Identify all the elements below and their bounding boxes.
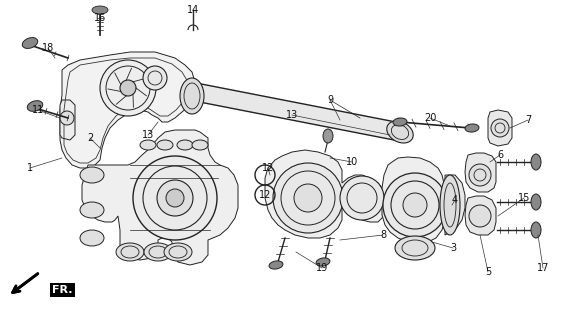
Ellipse shape [180, 78, 204, 114]
Text: 18: 18 [42, 43, 54, 53]
Polygon shape [465, 153, 496, 192]
Ellipse shape [387, 121, 413, 143]
Text: 13: 13 [142, 130, 154, 140]
Ellipse shape [192, 140, 208, 150]
Polygon shape [265, 150, 385, 238]
Text: 2: 2 [87, 133, 93, 143]
Text: 5: 5 [485, 267, 491, 277]
Circle shape [120, 80, 136, 96]
Polygon shape [60, 52, 195, 168]
Circle shape [100, 60, 156, 116]
Ellipse shape [27, 101, 43, 111]
Ellipse shape [164, 243, 192, 261]
Circle shape [340, 176, 384, 220]
Polygon shape [60, 100, 75, 140]
Text: 13: 13 [286, 110, 298, 120]
Ellipse shape [440, 175, 460, 235]
Text: 12: 12 [262, 163, 274, 173]
Text: 16: 16 [94, 13, 106, 23]
Text: 11: 11 [32, 105, 44, 115]
Ellipse shape [531, 154, 541, 170]
Circle shape [273, 163, 343, 233]
Text: 7: 7 [525, 115, 531, 125]
Ellipse shape [140, 140, 156, 150]
Polygon shape [445, 175, 465, 235]
Text: 20: 20 [424, 113, 436, 123]
Ellipse shape [157, 140, 173, 150]
Ellipse shape [80, 230, 104, 246]
Circle shape [469, 205, 491, 227]
Ellipse shape [323, 129, 333, 143]
Text: 3: 3 [450, 243, 456, 253]
Ellipse shape [116, 243, 144, 261]
Text: 10: 10 [346, 157, 358, 167]
FancyArrowPatch shape [13, 274, 38, 292]
Ellipse shape [531, 194, 541, 210]
Polygon shape [465, 196, 496, 235]
Polygon shape [488, 110, 512, 146]
Text: FR.: FR. [52, 285, 72, 295]
Ellipse shape [22, 37, 38, 48]
Polygon shape [183, 81, 402, 141]
Text: 15: 15 [518, 193, 530, 203]
Text: 19: 19 [316, 263, 328, 273]
Circle shape [294, 184, 322, 212]
Text: 12: 12 [259, 190, 271, 200]
Text: 14: 14 [187, 5, 199, 15]
Text: 4: 4 [452, 195, 458, 205]
Text: 17: 17 [537, 263, 549, 273]
Ellipse shape [531, 222, 541, 238]
Ellipse shape [393, 118, 407, 126]
Ellipse shape [316, 258, 330, 266]
Ellipse shape [395, 236, 435, 260]
Polygon shape [382, 157, 445, 243]
Ellipse shape [177, 140, 193, 150]
Text: 9: 9 [327, 95, 333, 105]
Ellipse shape [80, 167, 104, 183]
Circle shape [166, 189, 184, 207]
Text: 1: 1 [27, 163, 33, 173]
Circle shape [60, 111, 74, 125]
Ellipse shape [144, 243, 172, 261]
Circle shape [383, 173, 447, 237]
Polygon shape [82, 130, 238, 265]
Circle shape [133, 156, 217, 240]
Circle shape [491, 119, 509, 137]
Text: 8: 8 [380, 230, 386, 240]
Ellipse shape [465, 124, 479, 132]
Ellipse shape [269, 261, 283, 269]
Circle shape [469, 164, 491, 186]
Ellipse shape [92, 6, 108, 14]
Ellipse shape [80, 202, 104, 218]
Circle shape [157, 180, 193, 216]
Text: 6: 6 [497, 150, 503, 160]
Circle shape [143, 66, 167, 90]
Circle shape [403, 193, 427, 217]
